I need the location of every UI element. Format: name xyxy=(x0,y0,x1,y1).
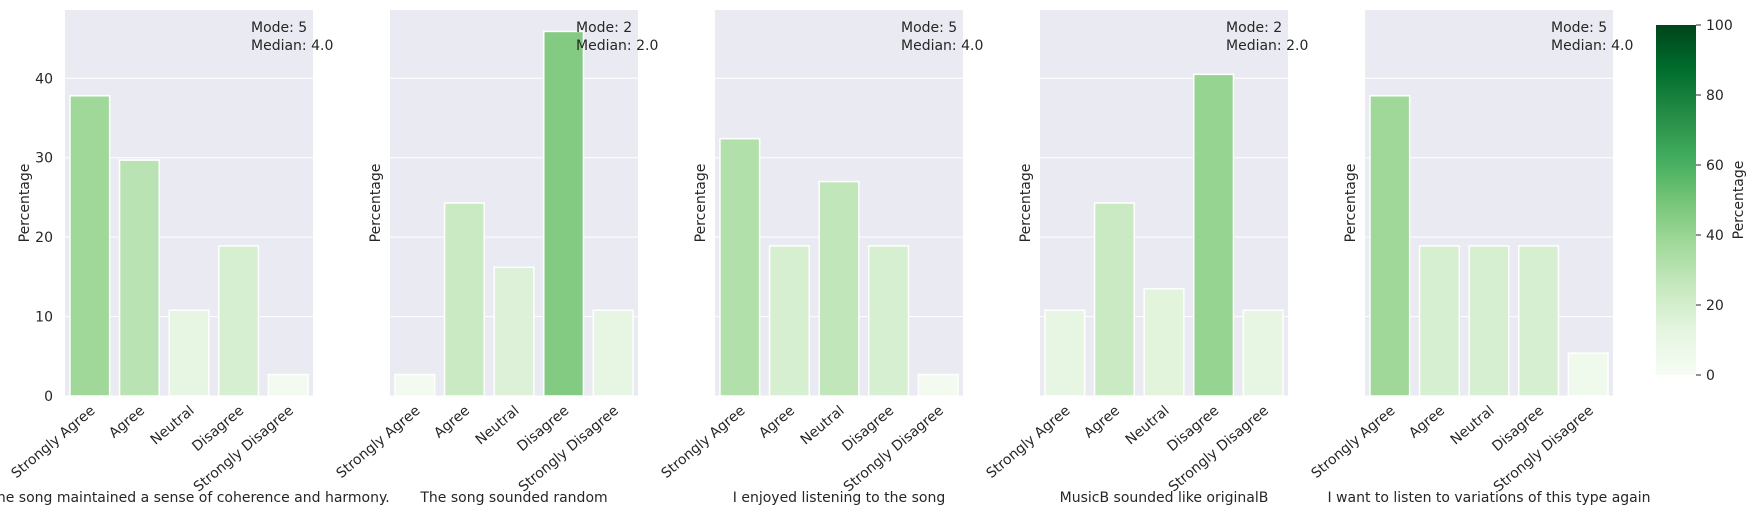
x-tick-label: Agree xyxy=(1406,403,1448,442)
x-tick-label: Strongly Agree xyxy=(333,403,423,482)
y-tick-label: 0 xyxy=(44,389,53,405)
x-tick-label: Agree xyxy=(431,403,473,442)
stats-annotation: Mode: 2 xyxy=(576,20,632,36)
stats-annotation: Median: 4.0 xyxy=(1551,38,1633,54)
stats-annotation: Mode: 5 xyxy=(901,20,957,36)
stats-annotation: Median: 4.0 xyxy=(901,38,983,54)
y-axis-label: Percentage xyxy=(17,164,33,243)
colorbar-gradient xyxy=(1656,25,1696,375)
stats-annotation: Mode: 5 xyxy=(251,20,307,36)
bar xyxy=(267,373,309,397)
bar xyxy=(443,202,485,397)
x-tick-label: Strongly Agree xyxy=(8,403,98,482)
colorbar-tick-label: 100 xyxy=(1706,18,1733,34)
bar xyxy=(1418,245,1460,397)
bar xyxy=(1044,309,1086,397)
bar xyxy=(1143,288,1185,397)
bar xyxy=(493,266,535,397)
colorbar: 0 20 40 60 80 100 Percentage xyxy=(1656,18,1747,384)
x-axis-label: The song maintained a sense of coherence… xyxy=(0,490,390,506)
bar xyxy=(118,159,160,397)
bar xyxy=(168,309,210,397)
y-tick-label: 40 xyxy=(35,71,53,87)
y-axis-label: Percentage xyxy=(368,164,384,243)
y-axis-label: Percentage xyxy=(1343,164,1359,243)
x-axis-label: The song sounded random xyxy=(419,490,607,506)
y-tick-label: 30 xyxy=(35,151,53,167)
stats-annotation: Mode: 5 xyxy=(1551,20,1607,36)
bar xyxy=(543,30,585,397)
bar xyxy=(868,245,910,397)
y-tick-label: 10 xyxy=(35,310,53,326)
y-axis-label: Percentage xyxy=(693,164,709,243)
bar xyxy=(1369,95,1411,397)
bar xyxy=(1518,245,1560,397)
bar xyxy=(1468,245,1510,397)
colorbar-ticks: 0 20 40 60 80 100 xyxy=(1696,18,1733,384)
bar xyxy=(719,137,761,397)
x-tick-label: Strongly Agree xyxy=(658,403,748,482)
colorbar-tick-label: 40 xyxy=(1706,228,1724,244)
stats-annotation: Median: 2.0 xyxy=(576,38,658,54)
bar xyxy=(69,95,111,397)
y-tick-label: 20 xyxy=(35,230,53,246)
bar xyxy=(768,245,810,397)
y-axis-label: Percentage xyxy=(1018,164,1034,243)
colorbar-tick-label: 60 xyxy=(1706,158,1724,174)
x-tick-label: Strongly Agree xyxy=(983,403,1073,482)
x-axis-label: MusicB sounded like originalB xyxy=(1060,490,1269,506)
stats-annotation: Median: 4.0 xyxy=(251,38,333,54)
stats-annotation: Median: 2.0 xyxy=(1226,38,1308,54)
colorbar-tick-label: 20 xyxy=(1706,298,1724,314)
x-tick-label: Agree xyxy=(756,403,798,442)
x-tick-label: Agree xyxy=(106,403,148,442)
x-tick-label: Agree xyxy=(1081,403,1123,442)
bar xyxy=(1567,352,1609,397)
colorbar-tick-label: 0 xyxy=(1706,368,1715,384)
x-tick-label: Strongly Agree xyxy=(1308,403,1398,482)
bar xyxy=(592,309,634,397)
bar xyxy=(1093,202,1135,397)
colorbar-label: Percentage xyxy=(1731,161,1747,240)
stats-annotation: Mode: 2 xyxy=(1226,20,1282,36)
x-axis-label: I enjoyed listening to the song xyxy=(733,490,945,506)
bar xyxy=(218,245,260,397)
bar xyxy=(1193,73,1235,397)
x-axis-label: I want to listen to variations of this t… xyxy=(1327,490,1650,506)
bar xyxy=(917,373,959,397)
colorbar-tick-label: 80 xyxy=(1706,88,1724,104)
bar xyxy=(818,180,860,397)
bar xyxy=(394,373,436,397)
bar xyxy=(1242,309,1284,397)
